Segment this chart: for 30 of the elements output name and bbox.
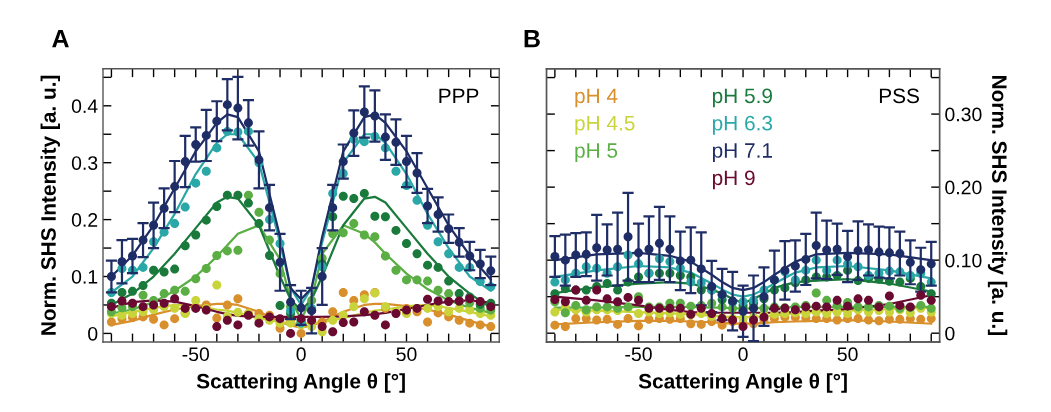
- y-tick-label: 0.1: [71, 269, 98, 284]
- chart-title: B: [524, 30, 540, 48]
- annotation: PSS: [879, 88, 919, 104]
- text: pH 5: [575, 143, 618, 162]
- annotation: PPP: [439, 88, 479, 104]
- y-tick-label: 0: [88, 326, 98, 341]
- text: pH 7.1: [712, 143, 772, 162]
- text: pH 4.5: [575, 116, 635, 135]
- x-tick-label: 0: [738, 347, 748, 362]
- chart-title: A: [52, 30, 69, 48]
- y-axis-title: Norm. SHS Intensity [a. u.]: [40, 75, 60, 335]
- y2-tick-label: 0: [945, 326, 955, 341]
- x-axis-title: Scattering Angle θ [°]: [196, 373, 405, 393]
- x-axis-title: Scattering Angle θ [°]: [638, 373, 847, 393]
- text: pH 9: [712, 170, 755, 190]
- y-tick-label: 0.2: [71, 213, 98, 227]
- y-tick-label: 0.3: [71, 156, 98, 170]
- y2-tick-label: 0.10: [945, 253, 982, 268]
- y2-tick-label: 0.20: [945, 180, 982, 195]
- x-tick-label: -50: [625, 347, 652, 362]
- x-tick-label: -50: [182, 347, 210, 362]
- y2-axis-title: Norm. SHS Intensity [a. u.]: [987, 75, 1008, 336]
- text: pH 4: [575, 88, 618, 108]
- text: pH 6.3: [712, 115, 773, 135]
- x-tick-label: 50: [837, 347, 858, 362]
- y2-tick-label: 0.30: [945, 107, 982, 122]
- text: pH 5.9: [712, 88, 772, 108]
- x-tick-label: 0: [296, 347, 306, 362]
- y-tick-label: 0.4: [71, 99, 98, 114]
- x-tick-label: 50: [396, 347, 417, 362]
